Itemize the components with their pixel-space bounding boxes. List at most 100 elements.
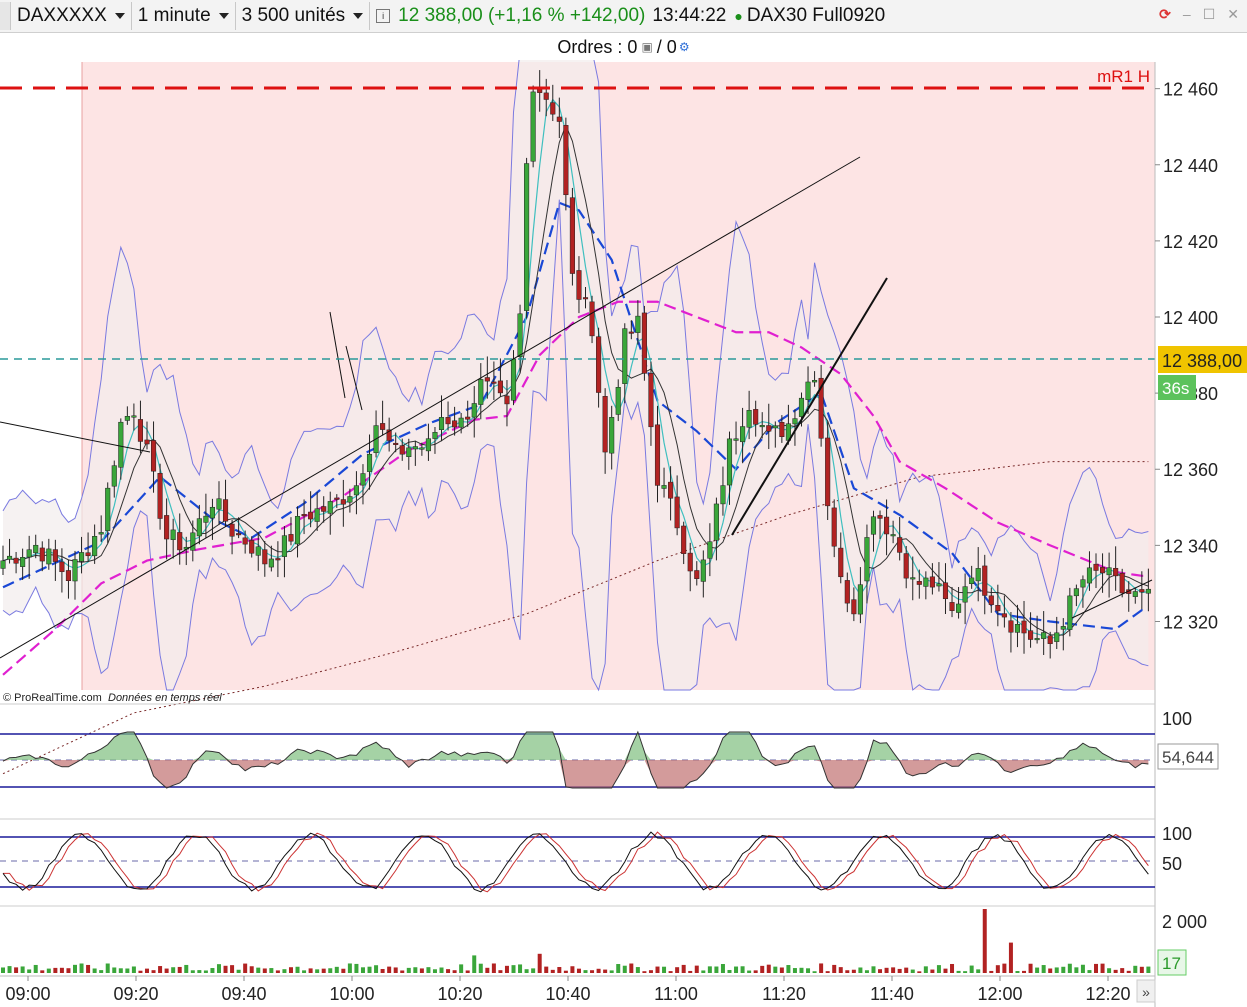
- volume-bar: [59, 967, 64, 973]
- candle-body: [491, 381, 497, 384]
- volume-bar: [426, 967, 431, 973]
- volume-bar: [668, 971, 673, 973]
- price-panel[interactable]: mR1 H © ProRealTime.com Données en temps…: [0, 60, 1160, 775]
- volume-bar: [969, 965, 974, 973]
- time-axis[interactable]: 09:00 09:20 09:40 10:00 10:20 10:40 11:00 11:20…: [5, 976, 1131, 1004]
- candle-body: [707, 541, 713, 559]
- candle-body: [556, 116, 562, 122]
- volume-bar: [825, 971, 830, 973]
- trendline-steep[interactable]: [731, 277, 888, 536]
- trendline-left[interactable]: [0, 421, 151, 453]
- trendlines[interactable]: [0, 156, 1153, 659]
- oscillator-2-panel[interactable]: 100 50: [0, 824, 1192, 893]
- bollinger-upper: [2, 60, 1149, 602]
- data-feed-name: DAX30 Full0920: [746, 5, 886, 26]
- candle-body: [432, 432, 438, 439]
- realtime-note: Données en temps réel: [108, 692, 222, 704]
- volume-bar: [79, 963, 84, 973]
- toolbar-edge-grip[interactable]: [0, 2, 11, 30]
- volume-bar: [413, 967, 418, 973]
- volume-bar: [465, 970, 470, 973]
- candle-body: [301, 514, 307, 517]
- time-tick-label: 10:20: [437, 984, 482, 1004]
- candle-body: [13, 557, 19, 564]
- volume-bar: [40, 970, 45, 973]
- candle-body: [268, 558, 274, 568]
- volume-bar: [432, 969, 437, 973]
- volume-bar: [249, 966, 254, 973]
- candle-body: [196, 518, 202, 537]
- candle-body: [543, 92, 549, 100]
- orders-list-icon[interactable]: ▣: [641, 40, 653, 54]
- info-icon[interactable]: i: [376, 9, 391, 23]
- candle-body: [1100, 567, 1106, 574]
- volume-bar: [275, 970, 280, 973]
- volume-value: 17: [1162, 954, 1181, 973]
- timeframe-select[interactable]: 1 minute: [132, 2, 236, 30]
- volume-bar: [144, 968, 149, 973]
- volume-panel[interactable]: 2 000 17: [1, 909, 1207, 976]
- volume-bar: [1, 967, 5, 973]
- trendline-end[interactable]: [1071, 579, 1153, 619]
- volume-bar: [740, 966, 745, 973]
- instrument-select[interactable]: DAXXXXX: [11, 2, 132, 30]
- volume-bar: [328, 968, 333, 973]
- volume-bar: [308, 968, 313, 973]
- candle-body: [1001, 613, 1007, 618]
- candle-body: [288, 534, 294, 542]
- candle-body: [635, 315, 641, 333]
- candle-body: [150, 440, 157, 472]
- time-tick-label: 10:00: [329, 984, 374, 1004]
- candle-body: [576, 270, 582, 300]
- volume-bar: [917, 971, 922, 973]
- trendline-main[interactable]: [0, 156, 861, 659]
- close-icon[interactable]: ✕: [1227, 6, 1239, 22]
- candle-body: [39, 547, 45, 562]
- volume-bar: [105, 963, 110, 973]
- time-tick-label: 09:20: [113, 984, 158, 1004]
- volume-value-box: [1157, 949, 1187, 976]
- chevron-down-icon: [114, 13, 125, 19]
- candle-body: [792, 418, 798, 425]
- units-select[interactable]: 3 500 unités: [236, 2, 371, 30]
- candle-body: [798, 397, 805, 417]
- candle-body: [124, 416, 130, 421]
- candle-body: [478, 379, 484, 405]
- oscillator-1-panel[interactable]: 100 54,644: [0, 709, 1219, 789]
- candle-body: [510, 358, 517, 401]
- trendline-short-2[interactable]: [345, 345, 363, 411]
- volume-bar: [1067, 963, 1072, 973]
- refresh-icon[interactable]: ⟳: [1159, 6, 1171, 22]
- maximize-icon[interactable]: ☐: [1202, 6, 1216, 22]
- volume-bar: [629, 963, 634, 973]
- minimize-icon[interactable]: –: [1182, 6, 1191, 22]
- volume-bar: [374, 965, 379, 973]
- trendline-short-1[interactable]: [329, 311, 346, 399]
- volume-bar: [171, 967, 176, 973]
- volume-bar: [832, 964, 837, 973]
- volume-bar: [819, 963, 824, 973]
- volume-bar: [1074, 967, 1079, 973]
- volume-bar: [701, 970, 706, 973]
- countdown-text: 36s: [1162, 379, 1189, 398]
- volume-bar: [439, 967, 444, 973]
- volume-bar: [406, 967, 411, 973]
- chart-area[interactable]: mR1 H © ProRealTime.com Données en temps…: [0, 60, 1247, 1007]
- candle-body: [452, 420, 458, 428]
- volume-bar: [315, 969, 320, 973]
- volume-bar: [360, 967, 365, 973]
- candle-body: [995, 605, 1001, 612]
- candle-body: [969, 577, 975, 585]
- candle-body: [1093, 563, 1099, 571]
- candle-body: [864, 537, 870, 582]
- scroll-right-button[interactable]: [1136, 979, 1156, 1003]
- candle-body: [641, 312, 647, 374]
- volume-bar: [1002, 963, 1007, 973]
- volume-bar: [190, 970, 195, 973]
- volume-bar: [930, 969, 935, 973]
- candle-body: [884, 516, 890, 535]
- candle-body: [687, 552, 693, 572]
- gear-icon[interactable]: ⚙: [678, 40, 690, 54]
- volume-bar: [164, 968, 169, 973]
